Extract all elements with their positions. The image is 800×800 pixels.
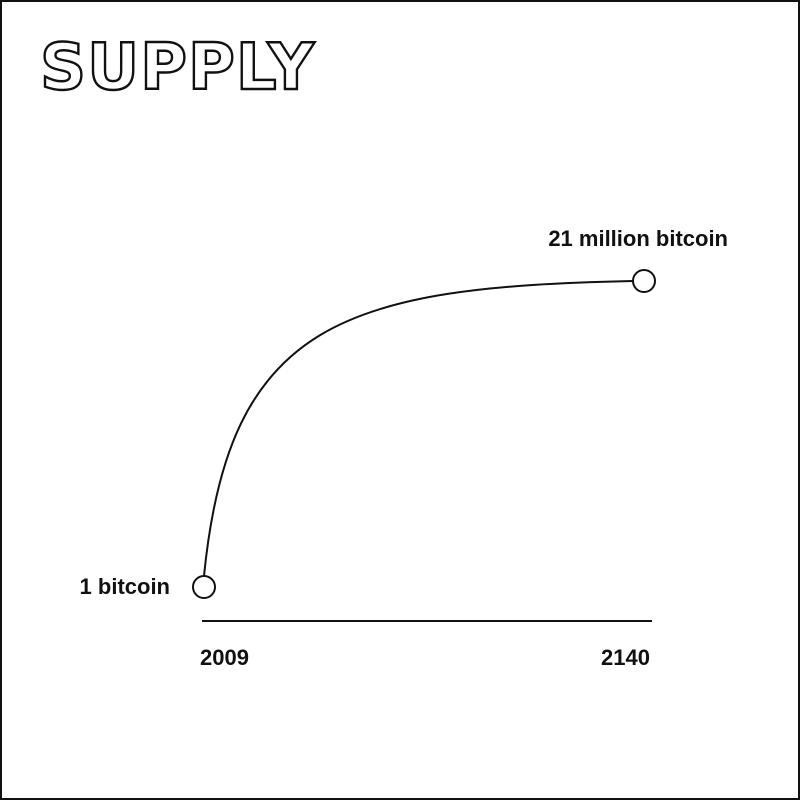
x-tick-label-start: 2009 xyxy=(200,645,249,670)
end-point-marker xyxy=(632,269,656,293)
x-tick-label-end: 2140 xyxy=(601,645,650,670)
chart-title: SUPPLY xyxy=(40,31,315,105)
supply-curve-line xyxy=(203,280,634,577)
start-point-marker xyxy=(192,575,216,599)
start-point-label: 1 bitcoin xyxy=(80,574,170,599)
end-point-label: 21 million bitcoin xyxy=(548,226,728,251)
